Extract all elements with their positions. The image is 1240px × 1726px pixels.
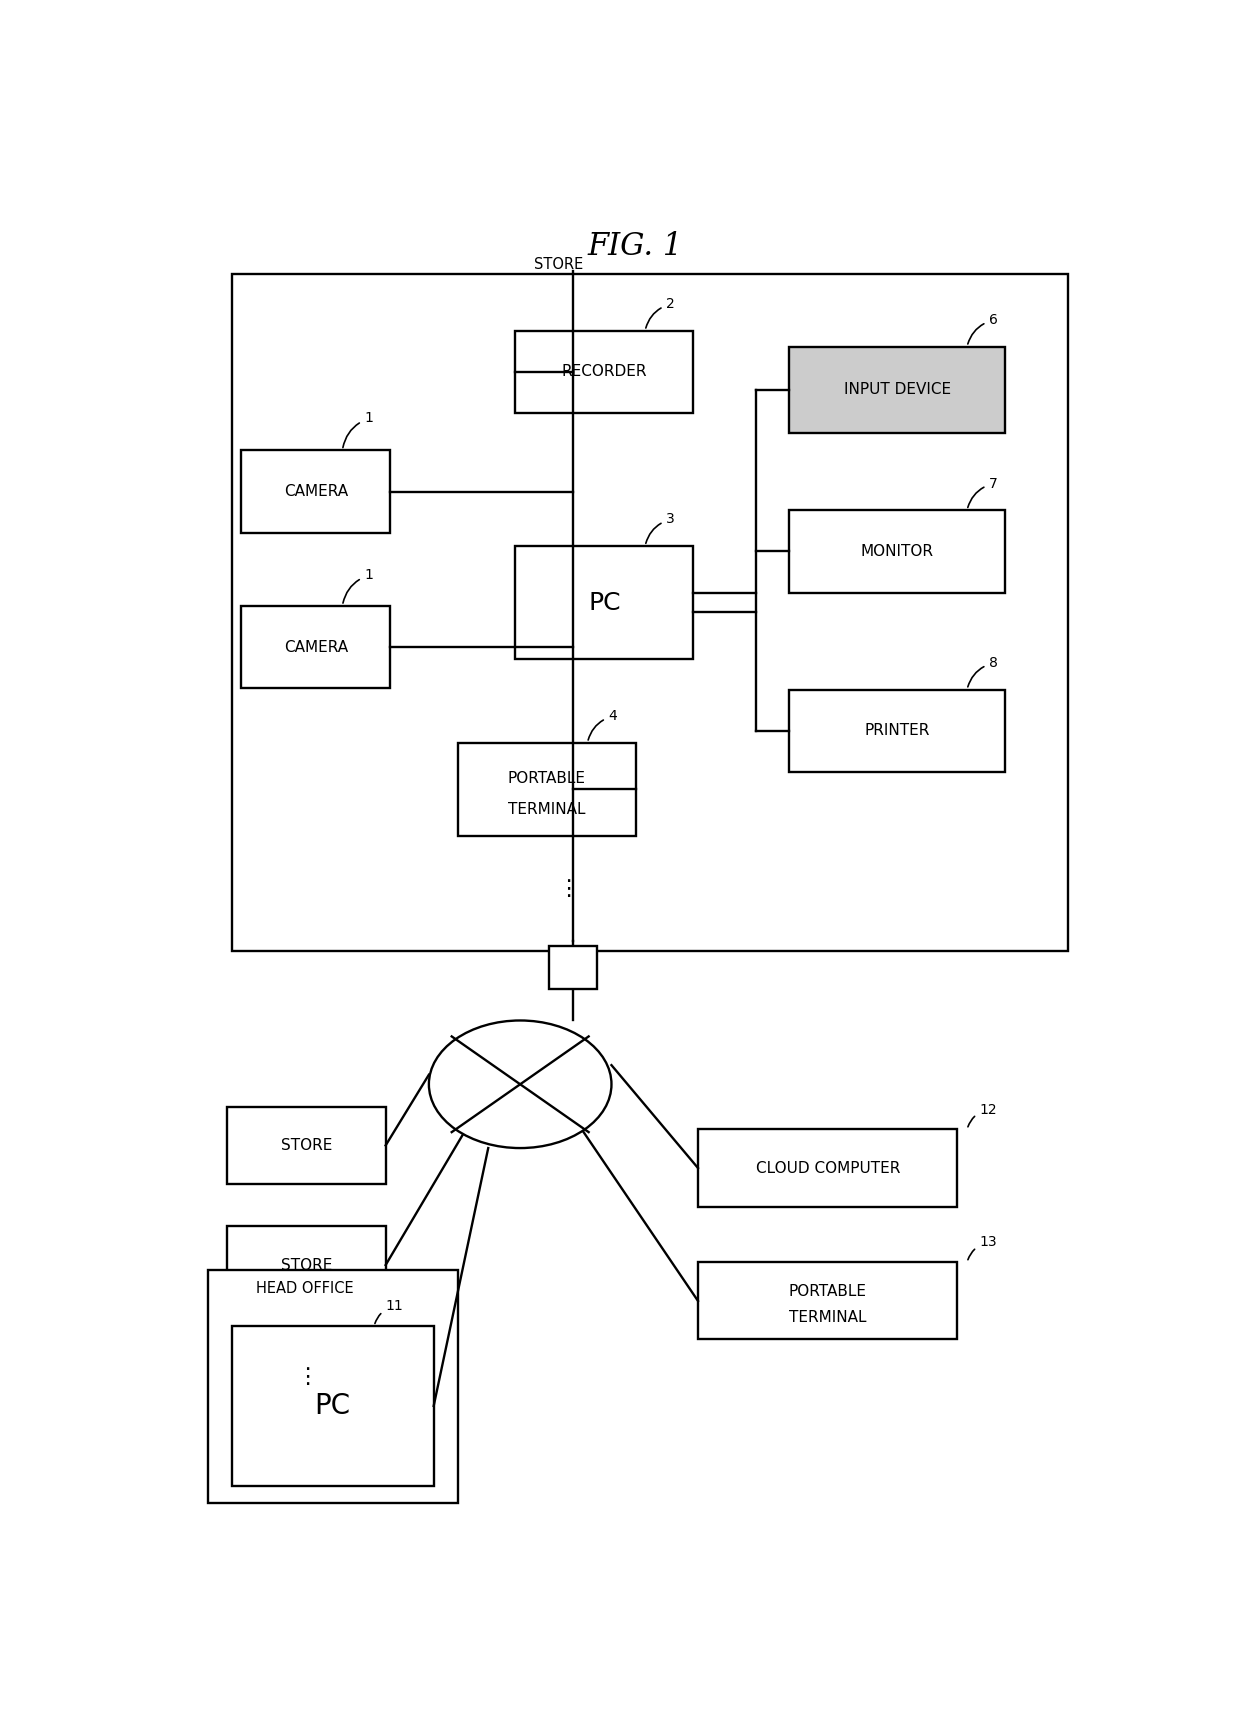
Text: PC: PC <box>588 590 620 614</box>
Text: 2: 2 <box>646 297 675 328</box>
Text: 1: 1 <box>343 568 373 602</box>
Text: 3: 3 <box>646 513 675 544</box>
Bar <box>227 1106 386 1184</box>
Bar <box>458 742 635 835</box>
Text: STORE: STORE <box>280 1258 332 1272</box>
Text: TERMINAL: TERMINAL <box>789 1310 867 1326</box>
Bar <box>698 1129 957 1206</box>
Bar <box>242 450 391 533</box>
Text: STORE: STORE <box>534 257 583 273</box>
Bar <box>789 347 1006 433</box>
Text: RECORDER: RECORDER <box>562 364 647 380</box>
Text: CAMERA: CAMERA <box>284 483 348 499</box>
Text: STORE: STORE <box>280 1137 332 1153</box>
Text: PORTABLE: PORTABLE <box>507 770 585 785</box>
Text: PRINTER: PRINTER <box>864 723 930 739</box>
Text: PORTABLE: PORTABLE <box>789 1284 867 1300</box>
Ellipse shape <box>429 1020 611 1148</box>
Text: 12: 12 <box>968 1103 997 1127</box>
Bar <box>242 606 391 689</box>
Text: HEAD OFFICE: HEAD OFFICE <box>255 1281 353 1296</box>
Bar <box>549 946 596 989</box>
Text: INPUT DEVICE: INPUT DEVICE <box>843 383 951 397</box>
Bar <box>789 511 1006 592</box>
Bar <box>232 274 1068 951</box>
Bar <box>516 331 693 413</box>
Text: CAMERA: CAMERA <box>284 640 348 654</box>
Text: 4: 4 <box>588 709 618 740</box>
Text: ⋮: ⋮ <box>295 1367 317 1386</box>
Text: 8: 8 <box>967 656 998 687</box>
Text: 1: 1 <box>343 411 373 447</box>
Text: 11: 11 <box>374 1300 403 1324</box>
Bar <box>516 545 693 659</box>
Text: 7: 7 <box>967 476 998 507</box>
Bar <box>789 690 1006 772</box>
Bar <box>227 1227 386 1303</box>
Text: PC: PC <box>315 1391 351 1420</box>
Text: CLOUD COMPUTER: CLOUD COMPUTER <box>755 1160 900 1175</box>
Text: 13: 13 <box>968 1236 997 1260</box>
Text: 6: 6 <box>967 312 998 343</box>
Bar <box>698 1262 957 1339</box>
Text: ⋮: ⋮ <box>557 879 579 899</box>
Text: FIG. 1: FIG. 1 <box>588 231 683 262</box>
Bar <box>208 1270 458 1503</box>
Text: TERMINAL: TERMINAL <box>508 803 585 816</box>
Text: MONITOR: MONITOR <box>861 544 934 559</box>
Bar <box>232 1326 434 1486</box>
